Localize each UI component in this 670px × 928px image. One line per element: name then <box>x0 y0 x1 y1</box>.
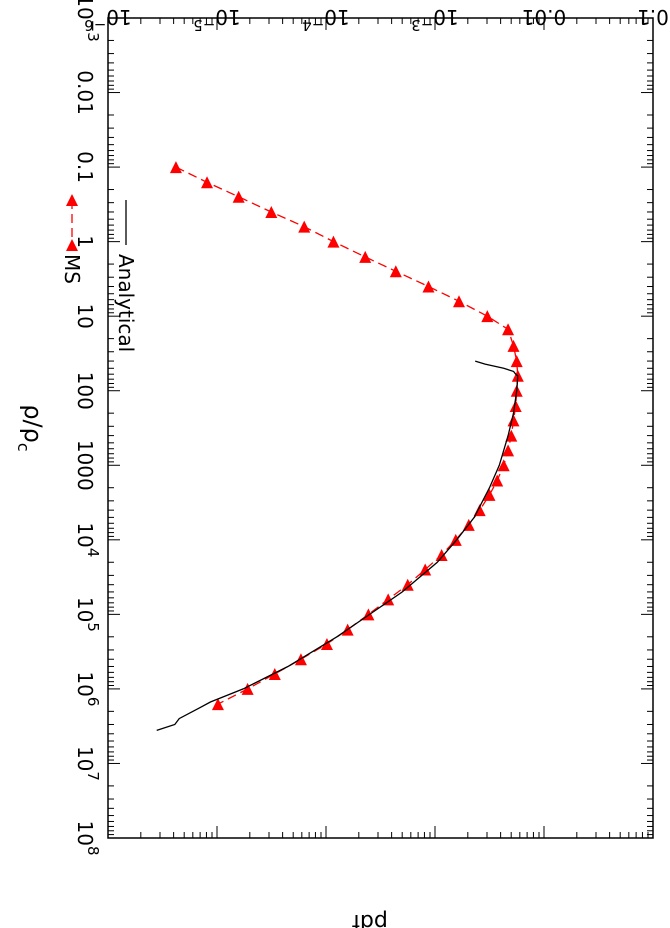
ms-marker <box>320 638 333 651</box>
x-tick-label: 0.1 <box>73 151 97 183</box>
tick-labels: 10−3 0.01 0.1 1 10 100 1000 104 105 106 107 108 0.1 0… <box>73 0 669 856</box>
y-tick-label: 10−4 <box>302 5 350 34</box>
x-tick-label: 108 <box>73 821 102 856</box>
x-tick-label: 1000 <box>73 440 97 491</box>
series-line-analytical <box>156 360 519 732</box>
ms-marker <box>66 239 78 251</box>
y-tick-label: 10−5 <box>193 5 241 34</box>
y-tick-label-group: 10−5 <box>193 5 241 34</box>
ms-marker <box>452 295 465 308</box>
ms-marker <box>382 593 395 606</box>
x-tick-label: 1 <box>73 235 97 248</box>
rotated-plot: 10−3 0.01 0.1 1 10 100 1000 104 105 106 107 108 0.1 0… <box>14 0 669 928</box>
legend: MS Analytical <box>60 194 138 352</box>
y-tick-label: 10−3 <box>411 5 459 34</box>
ms-marker <box>268 667 281 680</box>
legend-ms-label: MS <box>60 254 84 284</box>
ms-marker <box>389 265 402 278</box>
y-tick-label-group: 10−6 <box>84 5 132 34</box>
x-axis-label: ρ/ρc <box>14 404 47 451</box>
y-tick-label-group: 10−4 <box>302 5 350 34</box>
ms-marker <box>507 414 520 427</box>
ms-marker <box>435 549 448 562</box>
ms-marker <box>505 429 518 442</box>
y-tick-label-group: 0.1 <box>637 5 669 29</box>
ms-marker <box>497 459 510 472</box>
ms-marker <box>422 280 435 293</box>
y-tick-label-group: 10−3 <box>411 5 459 34</box>
ms-marker <box>241 682 254 695</box>
ms-marker <box>66 194 78 206</box>
ms-marker <box>481 310 494 323</box>
x-tick-label: 10 <box>73 303 97 328</box>
ms-marker <box>232 190 245 203</box>
ms-marker <box>211 698 224 711</box>
y-tick-label: 0.01 <box>522 5 567 29</box>
plot-frame <box>107 17 654 839</box>
ms-marker <box>327 235 340 248</box>
ms-marker <box>483 488 496 501</box>
x-tick-label: 100 <box>73 372 97 410</box>
ms-marker <box>507 339 520 352</box>
series-line-ms <box>175 166 519 705</box>
ms-marker <box>491 474 504 487</box>
ms-marker <box>201 176 214 189</box>
ms-marker <box>419 563 432 576</box>
x-tick-label: 0.01 <box>73 70 97 115</box>
ms-marker <box>265 205 278 218</box>
ms-marker <box>298 220 311 233</box>
ms-marker <box>169 161 182 174</box>
ms-marker <box>502 444 515 457</box>
x-tick-label: 107 <box>73 746 102 781</box>
y-axis-label: pdf <box>351 909 388 928</box>
series-layer <box>156 161 524 732</box>
ms-marker <box>359 250 372 263</box>
y-tick-label-group: 0.01 <box>522 5 567 29</box>
ms-marker <box>509 399 522 412</box>
ms-marker <box>401 578 414 591</box>
legend-analytical-label: Analytical <box>114 254 138 352</box>
axis-ticks <box>107 17 654 839</box>
x-tick-label: 10−3 <box>73 0 102 42</box>
ms-marker <box>510 355 523 368</box>
x-tick-label: 104 <box>73 522 102 557</box>
x-tick-label: 106 <box>73 671 102 706</box>
x-tick-label: 105 <box>73 597 102 632</box>
ms-marker <box>502 323 515 336</box>
y-tick-label: 0.1 <box>637 5 669 29</box>
y-tick-label: 10−6 <box>84 5 132 34</box>
ms-marker <box>449 533 462 546</box>
